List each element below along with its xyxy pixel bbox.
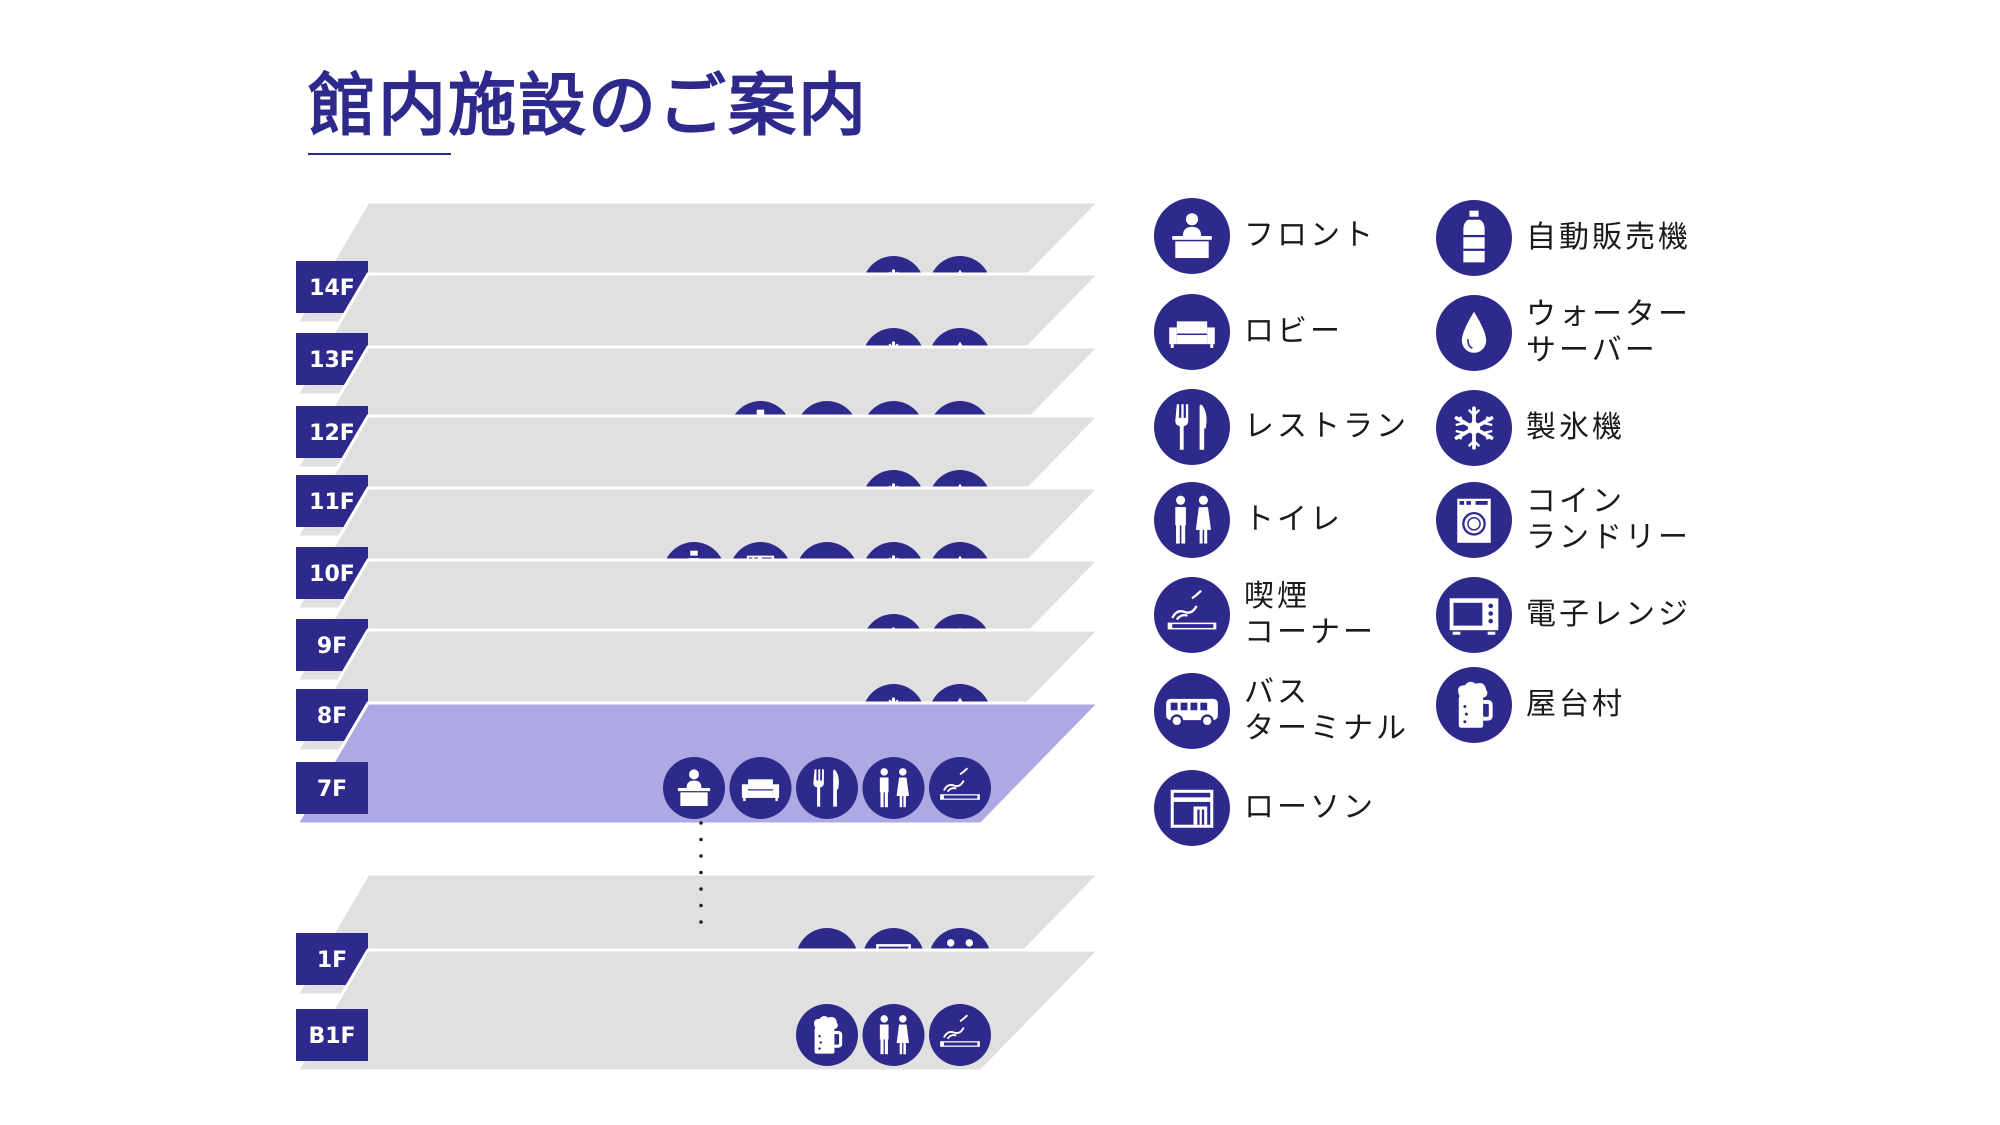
legend-item-lobby: ロビー: [1154, 294, 1343, 370]
legend-label: フロント: [1244, 218, 1376, 253]
legend-item-vending-machine: 自動販売機: [1436, 200, 1691, 276]
legend-label: バス ターミナル: [1244, 675, 1409, 746]
legend-item-coin-laundry: コイン ランドリー: [1436, 482, 1691, 558]
legend-label: ロビー: [1244, 314, 1343, 349]
legend-item-restaurant: レストラン: [1154, 389, 1409, 465]
legend-label: 製氷機: [1526, 410, 1625, 445]
lawson-icon: [1154, 770, 1230, 846]
legend-label: ローソン: [1244, 790, 1376, 825]
yatai-beer-icon: [1436, 667, 1512, 743]
front-desk-icon: [1154, 198, 1230, 274]
floor-7f: 7F: [294, 701, 1103, 826]
restaurant-icon: [1154, 389, 1230, 465]
floor-label: B1F: [308, 1024, 355, 1049]
page-title: 館内施設のご案内: [308, 66, 869, 146]
lobby-icon: [729, 757, 792, 819]
ellipsis-dot: [699, 854, 703, 858]
ellipsis-dot: [699, 870, 703, 875]
ice-machine-icon: [1436, 390, 1512, 466]
floor-label: 12F: [309, 421, 355, 446]
restaurant-icon: [796, 757, 858, 819]
front-desk-icon: [663, 757, 725, 819]
floor-label-box: [296, 762, 368, 814]
water-server-icon: [1436, 295, 1512, 371]
ellipsis-dot: [699, 903, 703, 908]
smoking-icon: [929, 757, 991, 819]
ellipsis-dot: [699, 887, 703, 891]
legend-label: レストラン: [1244, 409, 1409, 444]
legend-item-toilet: トイレ: [1154, 482, 1343, 558]
legend-label: コイン ランドリー: [1526, 484, 1691, 555]
smoking-icon: [929, 1004, 991, 1066]
floor-label-box: [296, 1009, 368, 1061]
legend-item-lawson: ローソン: [1154, 770, 1376, 846]
lobby-icon: [1154, 294, 1230, 370]
floor-label: 13F: [309, 348, 355, 373]
coin-laundry-icon: [1436, 482, 1512, 558]
floor-label: 10F: [309, 562, 355, 587]
ellipsis-dot: [699, 920, 703, 924]
vending-machine-icon: [1436, 200, 1512, 276]
ellipsis-dot: [699, 821, 703, 825]
legend-label: 屋台村: [1526, 687, 1625, 722]
floor-label: 14F: [309, 276, 355, 301]
legend-item-smoking: 喫煙 コーナー: [1154, 577, 1376, 653]
floor-label: 11F: [309, 490, 355, 515]
yatai-beer-icon: [796, 1004, 858, 1066]
floor-label: 9F: [317, 634, 347, 659]
legend-label: 喫煙 コーナー: [1244, 579, 1376, 650]
legend-label: ウォーター サーバー: [1526, 297, 1691, 368]
toilet-icon: [862, 1004, 925, 1066]
ellipsis-dot: [699, 837, 703, 842]
legend-label: トイレ: [1244, 502, 1343, 537]
microwave-icon: [1436, 577, 1512, 653]
legend-item-bus-terminal: バス ターミナル: [1154, 673, 1409, 749]
legend-item-ice-machine: 製氷機: [1436, 390, 1625, 466]
bus-terminal-icon: [1154, 673, 1230, 749]
floor-label: 8F: [317, 704, 347, 729]
legend-label: 自動販売機: [1526, 220, 1691, 255]
title-underline: [308, 153, 451, 155]
legend-item-front-desk: フロント: [1154, 198, 1376, 274]
toilet-icon: [862, 757, 925, 819]
legend-item-yatai-beer: 屋台村: [1436, 667, 1625, 743]
floor-label: 1F: [317, 948, 347, 973]
floor-label: 7F: [317, 777, 347, 802]
legend-label: 電子レンジ: [1526, 597, 1691, 632]
legend-item-water-server: ウォーター サーバー: [1436, 295, 1691, 371]
legend-item-microwave: 電子レンジ: [1436, 577, 1691, 653]
toilet-icon: [1154, 482, 1230, 558]
smoking-icon: [1154, 577, 1230, 653]
floor-b1f: B1F: [294, 948, 1103, 1073]
